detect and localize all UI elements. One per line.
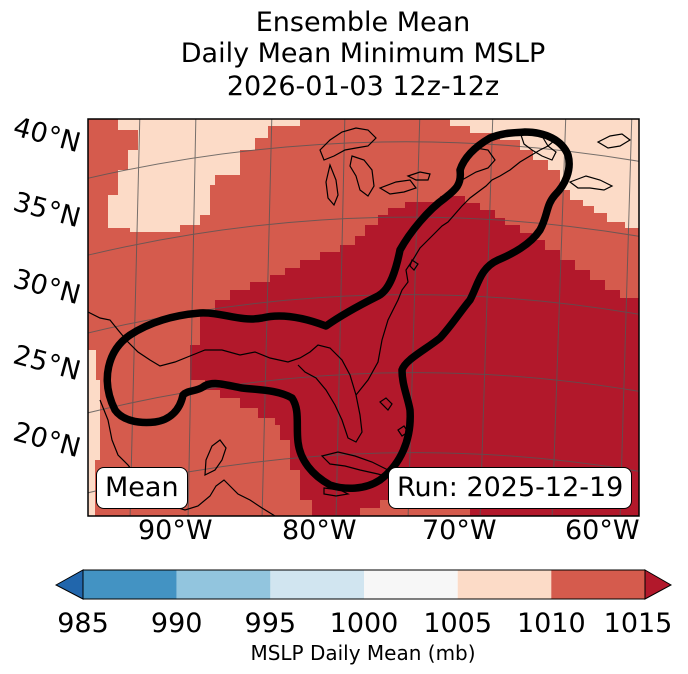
colorbar-tick: 1000 (329, 608, 399, 639)
colorbar-under-triangle (54, 569, 84, 600)
colorbar-segment (83, 570, 177, 599)
colorbar-over-triangle (644, 569, 673, 600)
run-label-box: Run: 2025-12-19 (388, 467, 633, 509)
field-1005-1010-northeast (450, 119, 639, 228)
mean-label-box: Mean (96, 467, 188, 509)
colorbar (54, 569, 673, 600)
coastlines (88, 127, 632, 516)
colorbar-segment (457, 570, 552, 599)
colorbar-frame (82, 569, 646, 600)
colorbar-tick: 1005 (423, 608, 493, 639)
title-line-2: Daily Mean Minimum MSLP (180, 38, 546, 69)
colorbar-segment (176, 570, 271, 599)
lon-label-70w: 70°W (422, 515, 497, 546)
colorbar-segment (270, 570, 364, 599)
title-line-1: Ensemble Mean (255, 7, 471, 38)
colorbar-tick: 990 (150, 608, 203, 639)
contour-1015 (103, 128, 573, 493)
colorbar-tick: 1015 (603, 608, 673, 639)
lon-label-90w: 90°W (138, 515, 213, 546)
colorbar-tick: 985 (57, 608, 109, 639)
field-1005-1010-northwest (108, 119, 300, 232)
field-1005-1010-west (88, 350, 100, 516)
colorbar-segment (551, 570, 645, 599)
lon-label-80w: 80°W (282, 515, 357, 546)
lon-label-60w: 60°W (565, 515, 640, 546)
colorbar-tick: 1010 (516, 608, 586, 639)
title-line-3: 2026-01-03 12z-12z (226, 71, 500, 102)
colorbar-tick: 995 (244, 608, 297, 639)
map-frame (87, 118, 640, 517)
colorbar-label: MSLP Daily Mean (mb) (250, 641, 476, 665)
colorbar-segment (364, 570, 458, 599)
